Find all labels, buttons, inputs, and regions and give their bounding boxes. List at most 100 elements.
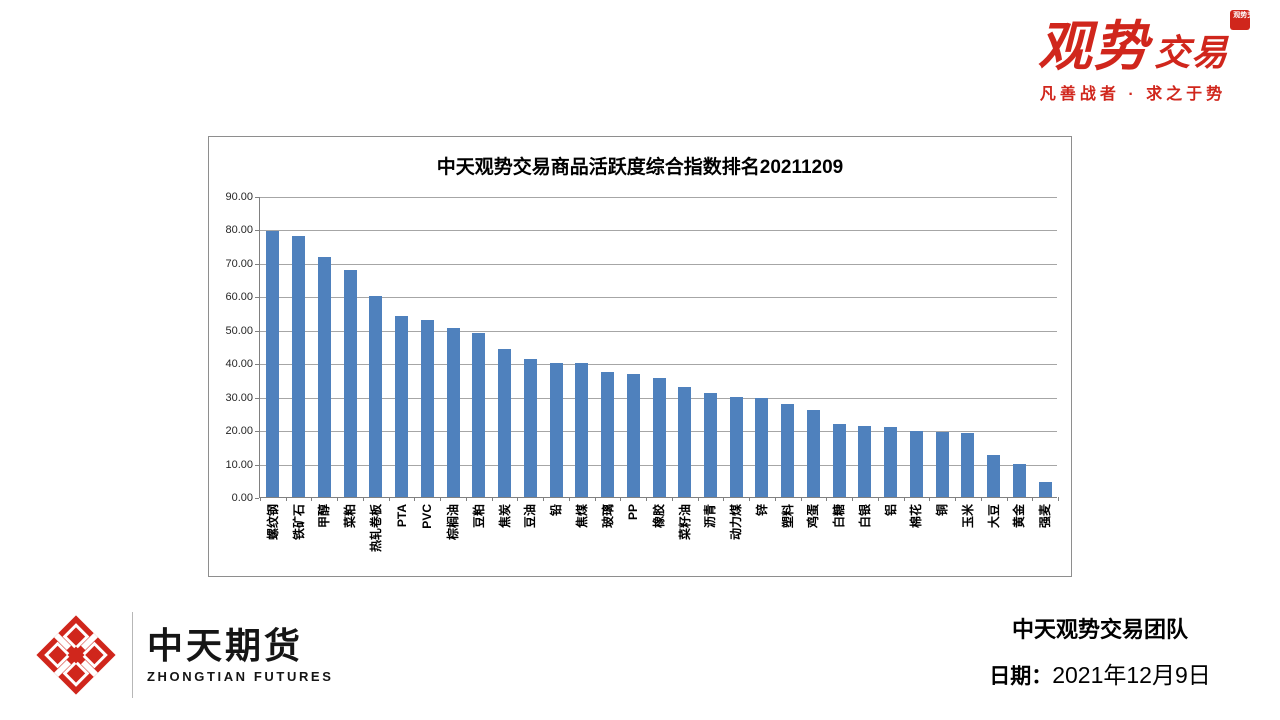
x-axis-tick-mark [414,497,416,501]
gridline [260,197,1057,198]
x-axis-label: 铅 [549,504,564,517]
x-axis-label: 塑料 [780,504,795,529]
y-axis-tick-label: 90.00 [225,191,253,203]
chart-bar [832,423,846,497]
company-name-en: ZHONGTIAN FUTURES [147,669,334,684]
chart-bar [729,397,743,497]
logo-text-secondary: 交易 [1154,32,1229,74]
x-axis-tick-mark [646,497,648,501]
logo-text-primary: 观势 [1037,14,1150,78]
x-axis-label: 黄金 [1012,504,1027,529]
x-axis-tick-mark [749,497,751,501]
y-axis-tick-label: 60.00 [225,291,253,304]
x-axis-label: 玻璃 [600,504,615,529]
x-axis-label: 铜 [935,504,950,517]
chart-bar [575,363,589,497]
y-axis-tick-label: 0.00 [231,492,253,504]
x-axis-label: 白糖 [832,504,847,529]
x-axis-tick-mark [337,497,339,501]
chart-bar [420,319,434,497]
x-axis-tick-mark [980,497,982,501]
chart-bar [446,328,460,497]
y-axis-tick-label: 10.00 [225,458,253,471]
bar-chart: 中天观势交易商品活跃度综合指数排名20211209 90.00 80.00 70.0… [208,136,1072,577]
x-axis-tick-mark [877,497,879,501]
x-axis-label: 菜粕 [343,504,358,529]
x-axis-tick-mark [543,497,545,501]
x-axis-label: 动力煤 [729,504,744,541]
y-axis-tick-mark [255,197,259,198]
chart-bar [266,231,280,497]
x-axis-label: 铁矿石 [291,504,306,541]
x-axis-label: 螺纹钢 [265,504,280,541]
guanshi-logo-wordmark: 观势 交易 观势交易 [1037,10,1251,78]
x-axis-tick-mark [465,497,467,501]
x-axis-tick-mark [826,497,828,501]
gridline [260,364,1057,366]
x-axis-tick-mark [388,497,390,501]
date-label: 日期： [989,665,1053,688]
chart-bar [601,371,615,497]
team-name: 中天观势交易团队 [1011,617,1188,642]
x-axis-tick-mark [568,497,570,501]
y-axis-tick-label: 20.00 [225,425,253,438]
x-axis-label: 焦煤 [574,504,589,529]
gridline [260,297,1057,299]
x-axis-tick-mark [723,497,725,501]
logo-divider [132,612,133,698]
x-axis-label: 沥青 [703,504,718,529]
x-axis-label: 铝 [883,504,898,517]
y-axis-tick-mark [255,431,259,433]
chart-bar [755,397,769,497]
x-axis-tick-mark [800,497,802,501]
gridline [260,230,1057,232]
chart-bar [395,316,409,497]
x-axis-tick-mark [1032,497,1034,501]
chart-bar [678,386,692,497]
x-axis-label: 豆油 [523,504,538,529]
x-axis-label: 橡胶 [652,504,666,529]
date-value: 2021年12月9日 [1052,662,1211,688]
x-axis-label: 棉花 [909,504,924,529]
y-axis-tick-label: 40.00 [225,358,253,371]
y-axis-tick-label: 30.00 [225,391,253,404]
chart-bar [781,404,795,497]
chart-bar [369,296,383,497]
x-axis-label: 锌 [754,504,769,517]
y-axis-tick-mark [255,498,259,499]
chart-bar [987,454,1001,497]
chart-bar [703,392,717,497]
x-axis-label: 甲醇 [317,504,332,529]
chart-bar [884,427,898,497]
chart-bar [343,269,357,497]
x-axis-label: 鸡蛋 [806,504,821,529]
x-axis-tick-mark [903,497,905,501]
x-axis-label: 大豆 [986,504,1001,529]
y-axis-tick-mark [255,230,259,232]
x-axis-label: PP [626,504,641,521]
x-axis-tick-mark [697,497,699,501]
logo-seal-icon: 观势交易 [1230,10,1251,30]
x-axis-tick-mark [285,497,287,501]
y-axis-tick-mark [255,464,259,466]
x-axis-tick-mark [311,497,313,501]
x-axis-tick-mark [440,497,442,501]
chart-bar [1038,481,1052,497]
x-axis-label: 菜籽油 [677,504,692,541]
guanshi-trading-logo: 观势 交易 观势交易 凡善战者 · 求之于势 [1018,10,1251,104]
chart-bar [523,358,537,497]
x-axis-label: 玉米 [960,504,975,529]
team-date-block: 中天观势交易团队 日期：2021年12月9日 [950,612,1250,690]
x-axis-tick-mark [774,497,776,501]
x-axis-tick-mark [929,497,931,501]
y-axis-tick-mark [255,397,259,399]
x-axis-label: PVC [420,504,435,529]
company-name-block: 中天期货 ZHONGTIAN FUTURES [147,626,334,685]
x-axis-tick-mark [362,497,364,501]
x-axis-label: 棕榈油 [446,504,461,541]
chart-title: 中天观势交易商品活跃度综合指数排名20211209 [436,157,844,178]
diamond-maze-logo-icon [36,615,116,695]
y-axis-tick-mark [255,297,259,299]
x-axis-label: 热轧卷板 [368,504,383,553]
